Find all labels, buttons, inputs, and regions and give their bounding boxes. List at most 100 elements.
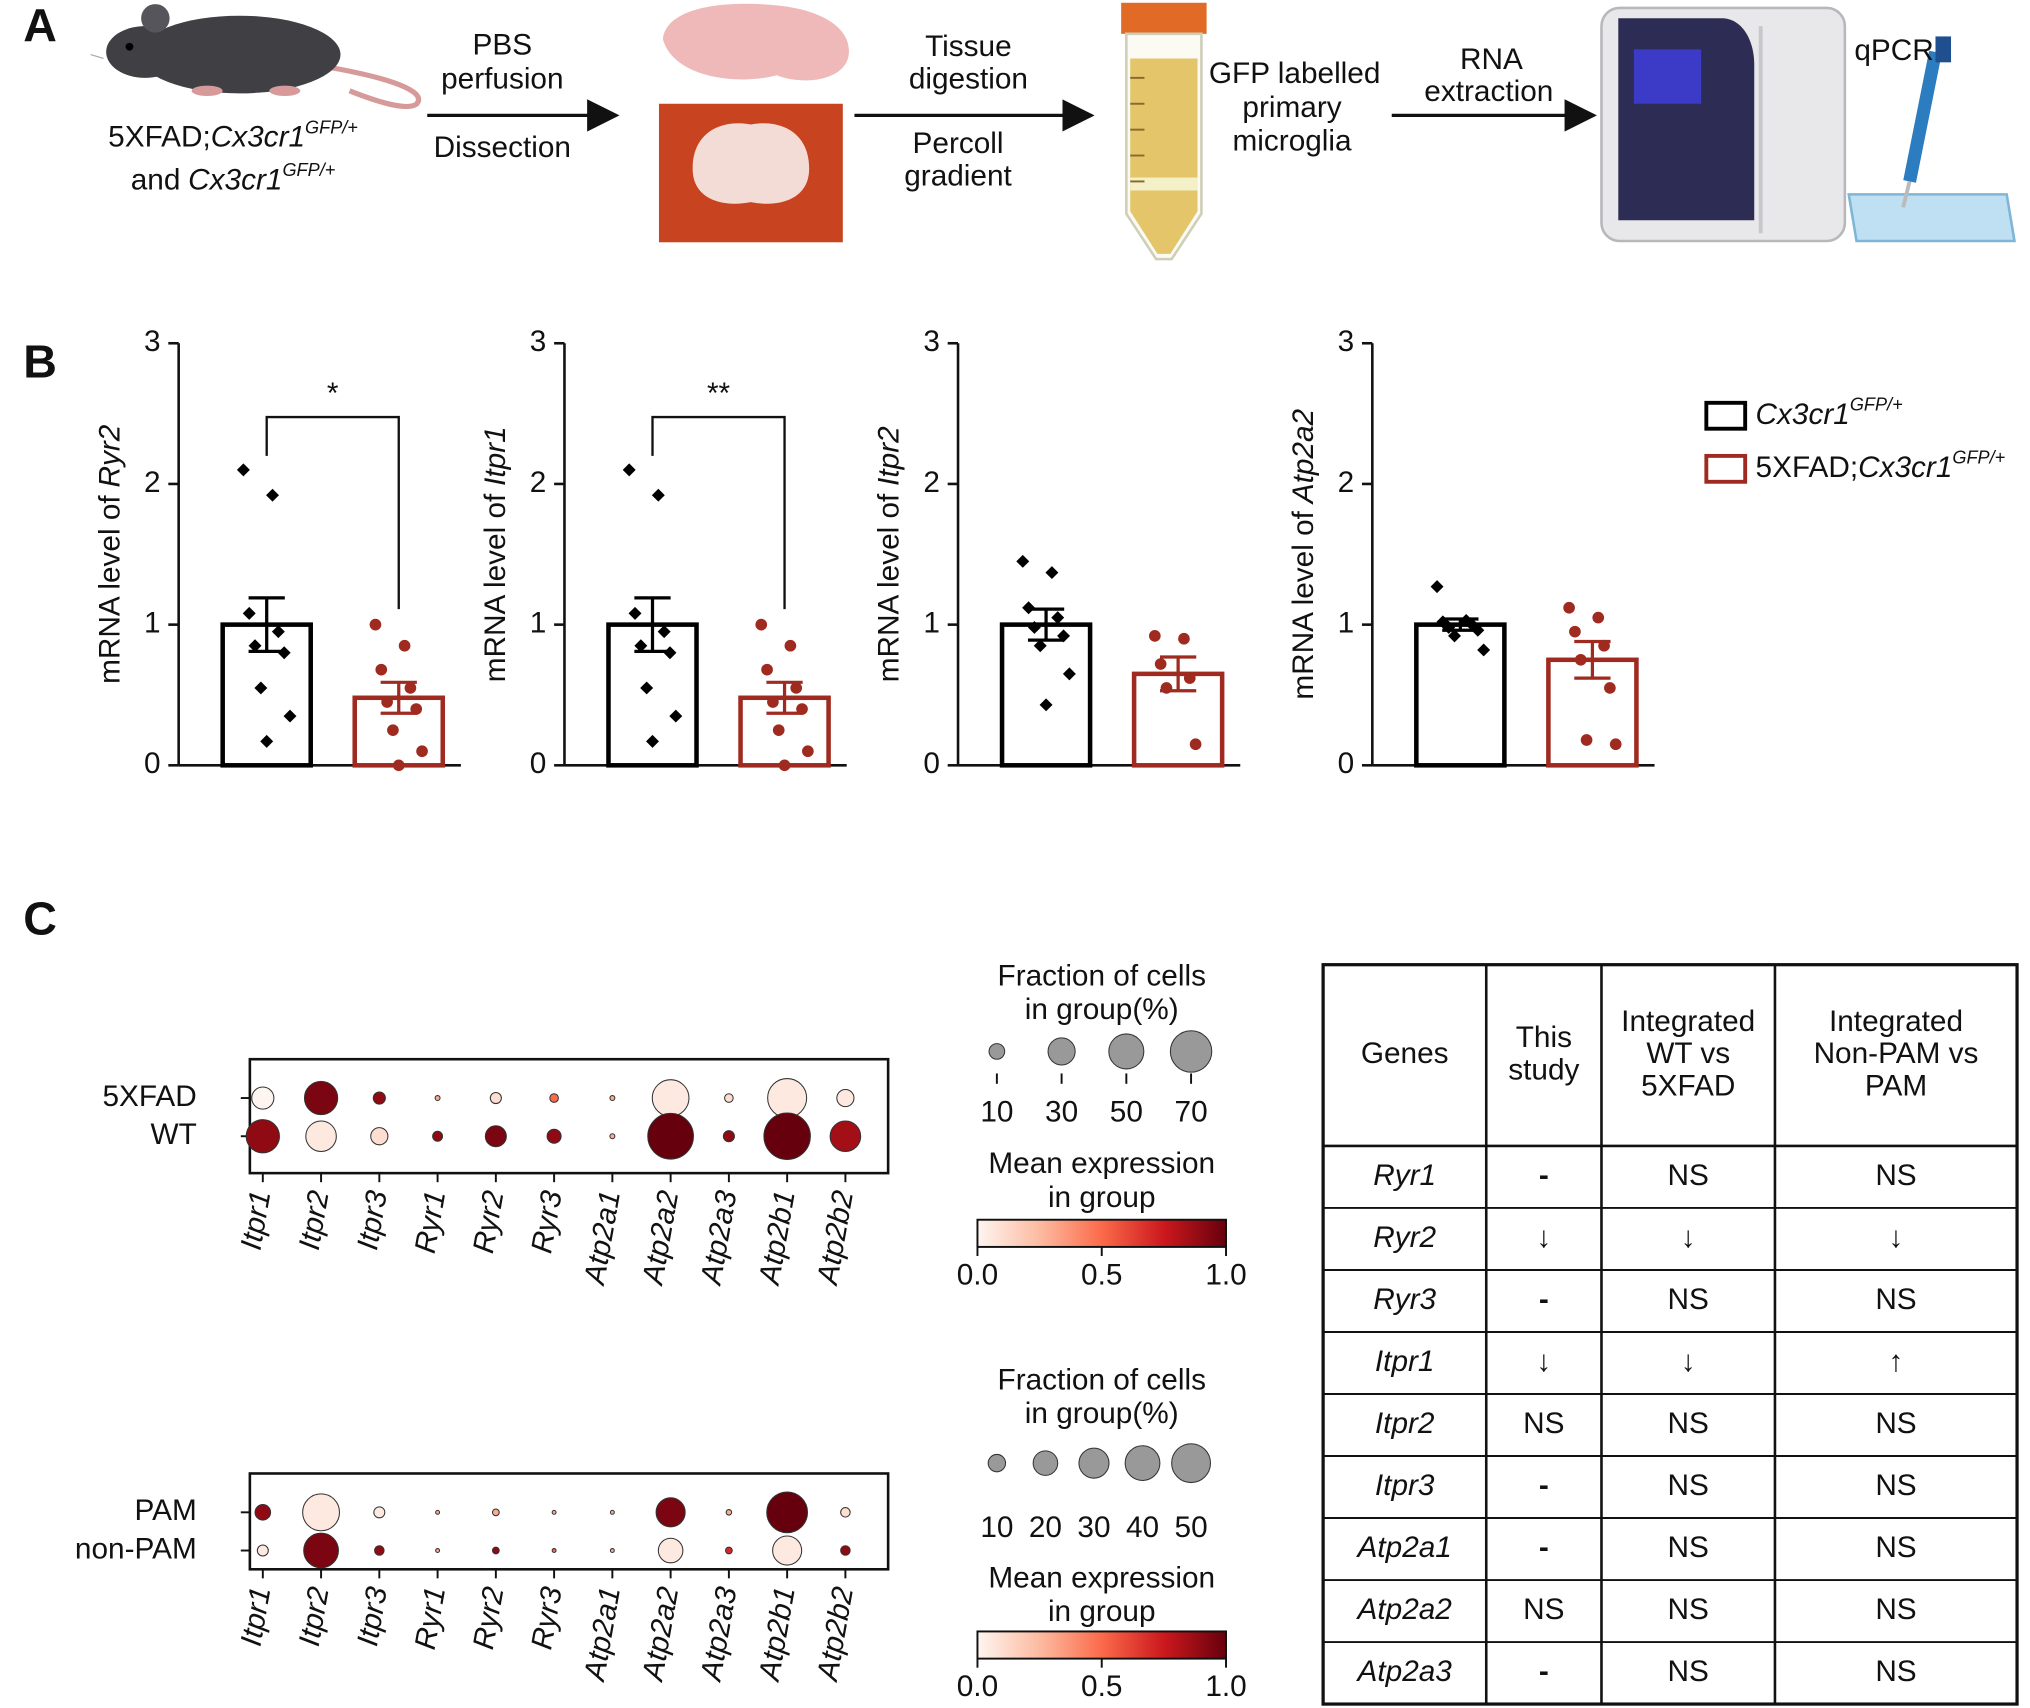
size-legend-label: 70 — [1175, 1095, 1208, 1128]
color-legend-title: Mean expression — [988, 1562, 1215, 1595]
gene-label: Ryr2 — [467, 1188, 510, 1256]
step-label: gradient — [904, 159, 1012, 192]
brain-icon — [658, 3, 849, 243]
gene-label: Ryr2 — [467, 1584, 510, 1652]
y-tick-label: 0 — [1338, 747, 1355, 780]
data-point — [248, 639, 262, 653]
dot — [432, 1130, 444, 1142]
data-point — [1189, 738, 1202, 751]
y-tick-label: 2 — [530, 466, 547, 499]
data-point — [772, 724, 785, 736]
table-cell: NS — [1523, 1407, 1564, 1440]
step-label: perfusion — [441, 62, 563, 95]
dot — [434, 1095, 441, 1102]
data-point — [381, 696, 393, 708]
y-axis-label: mRNA level ofItpr2 — [873, 426, 906, 682]
data-point — [1022, 601, 1036, 615]
table-cell: Itpr3 — [1375, 1469, 1435, 1502]
dot — [491, 1508, 500, 1517]
data-point — [790, 682, 803, 694]
dot — [724, 1093, 734, 1103]
dot — [546, 1128, 562, 1144]
dot — [647, 1112, 694, 1160]
size-legend-dot — [988, 1043, 1006, 1060]
significance-label: ** — [707, 377, 731, 410]
step-label: RNA — [1460, 43, 1523, 76]
gene-label: Ryr3 — [525, 1584, 568, 1652]
y-axis-label: mRNA level ofRyr2 — [93, 424, 126, 684]
y-tick-label: 1 — [144, 606, 161, 639]
dot — [374, 1545, 385, 1556]
table-cell: NS — [1668, 1593, 1709, 1626]
dot — [766, 1491, 809, 1534]
legend-swatch — [1704, 453, 1748, 484]
cells-label: microglia — [1233, 124, 1353, 157]
gene-label: Itpr2 — [293, 1188, 336, 1253]
colorbar-label: 0.5 — [1081, 1670, 1122, 1703]
table-header: Integrated — [1829, 1005, 1963, 1038]
size-legend-dot — [1078, 1447, 1110, 1479]
gene-label: Atp2a2 — [636, 1188, 685, 1289]
data-point — [1183, 672, 1196, 684]
colorbar — [976, 1218, 1227, 1248]
y-axis-label: mRNA level ofAtp2a2 — [1287, 408, 1320, 699]
dot — [251, 1086, 275, 1110]
legend-swatch — [1704, 400, 1748, 431]
y-axis-label: mRNA level ofItpr1 — [479, 426, 512, 682]
dot — [303, 1080, 339, 1116]
size-legend-label: 20 — [1029, 1511, 1062, 1544]
table-cell: - — [1539, 1469, 1549, 1502]
row-label: PAM — [134, 1494, 196, 1527]
data-point — [1569, 625, 1581, 638]
gene-label: Itpr1 — [235, 1584, 278, 1648]
dot — [489, 1091, 502, 1105]
cells-label: GFP labelled — [1209, 57, 1381, 90]
data-point — [242, 606, 256, 620]
data-point — [369, 618, 382, 631]
dot — [551, 1509, 557, 1515]
table-cell: NS — [1875, 1531, 1916, 1564]
data-point — [398, 639, 411, 652]
dot — [725, 1546, 733, 1555]
table-cell: NS — [1668, 1159, 1709, 1192]
table-cell: ↓ — [1536, 1345, 1551, 1378]
table-cell: Ryr3 — [1373, 1283, 1436, 1316]
data-point — [1154, 658, 1167, 670]
gene-label: Atp2b1 — [753, 1584, 802, 1685]
dot — [302, 1493, 341, 1532]
dot — [245, 1119, 280, 1154]
step-label: PBS — [473, 29, 533, 62]
panel-label: A — [23, 0, 57, 51]
colorbar — [976, 1630, 1227, 1660]
data-point — [1609, 738, 1622, 751]
data-point — [1477, 643, 1491, 657]
size-legend-label: 30 — [1045, 1095, 1078, 1128]
table-cell: Atp2a1 — [1356, 1531, 1452, 1564]
table-header: study — [1508, 1053, 1579, 1086]
gene-label: Atp2a3 — [694, 1584, 743, 1685]
data-point — [375, 663, 388, 676]
data-point — [1045, 566, 1059, 580]
y-tick-label: 3 — [144, 325, 161, 358]
data-point — [1604, 682, 1616, 694]
y-tick-label: 2 — [923, 466, 940, 499]
data-point — [1051, 611, 1065, 625]
gene-label: Itpr3 — [351, 1188, 394, 1253]
dot — [254, 1504, 272, 1521]
size-legend-dot — [1108, 1033, 1145, 1070]
table-cell: ↓ — [1889, 1221, 1904, 1254]
table-cell: Ryr2 — [1373, 1221, 1436, 1254]
dot — [767, 1078, 808, 1119]
dot — [657, 1537, 684, 1564]
mouse-icon — [90, 4, 422, 110]
size-legend-label: 10 — [980, 1095, 1013, 1128]
data-point — [1574, 653, 1587, 666]
table-cell: NS — [1875, 1655, 1916, 1688]
data-point — [404, 682, 417, 694]
significance-bracket — [265, 415, 400, 610]
table-cell: Atp2a2 — [1356, 1593, 1453, 1626]
table-cell: ↓ — [1536, 1221, 1551, 1254]
size-legend-dot — [1032, 1450, 1059, 1476]
gene-label: Ryr3 — [525, 1188, 568, 1256]
table-cell: Atp2a3 — [1356, 1655, 1453, 1688]
